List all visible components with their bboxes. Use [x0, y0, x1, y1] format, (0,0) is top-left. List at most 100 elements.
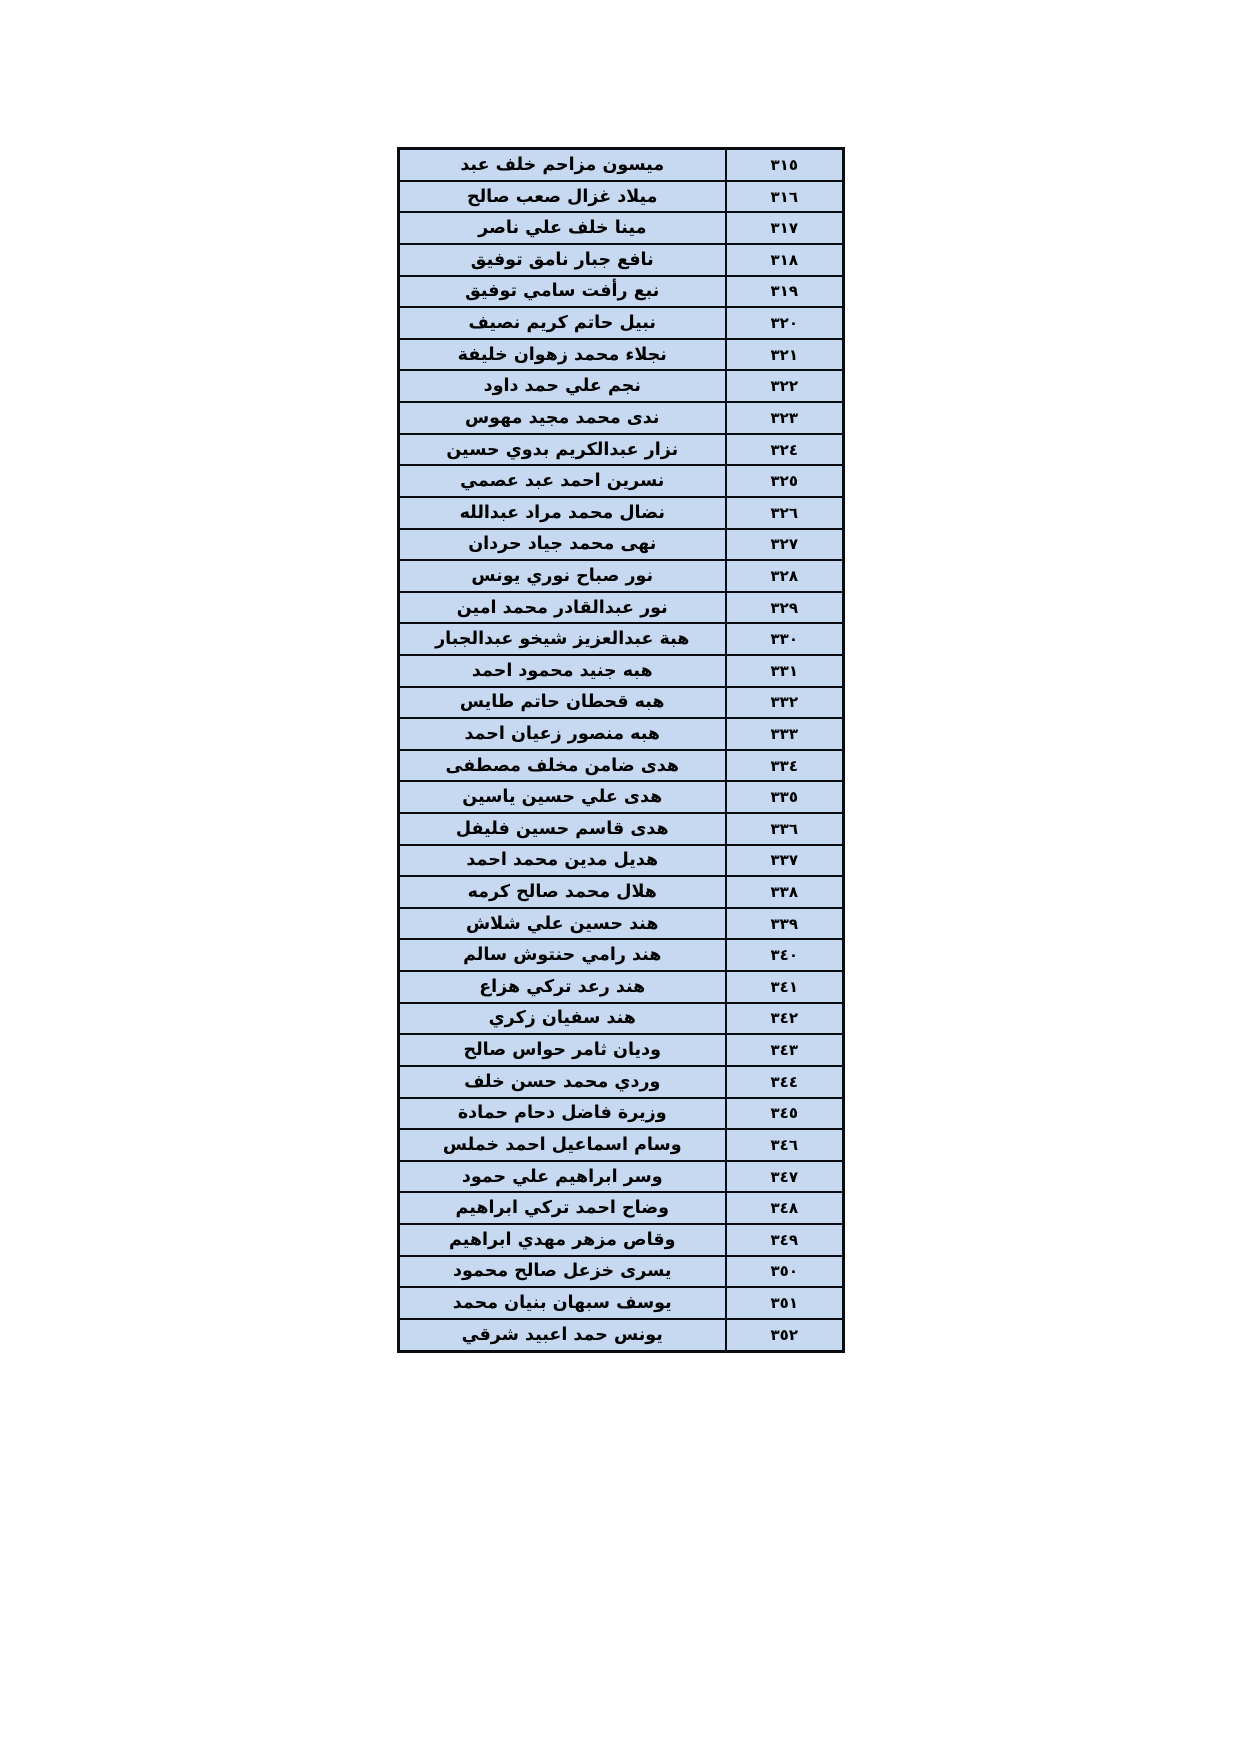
name-cell: وردي محمد حسن خلف	[397, 1064, 727, 1099]
table-row: ٣٢٨ نور صباح نوري يونس	[397, 559, 845, 593]
number-cell: ٣٢٨	[724, 559, 845, 593]
table-row: ٣٤٠ هند رامي حنتوش سالم	[397, 938, 845, 973]
number-cell: ٣٤٢	[724, 1001, 845, 1036]
table-row: ٣٥١ يوسف سبهان بنيان محمد	[397, 1286, 845, 1320]
name-cell: مينا خلف علي ناصر	[397, 211, 727, 246]
number-cell: ٣٣٧	[724, 843, 845, 878]
number-cell: ٣٤٧	[724, 1159, 845, 1194]
number-cell: ٣٤٨	[724, 1191, 845, 1225]
table-row: ٣٢٢ نجم علي حمد داود	[397, 369, 845, 404]
number-cell: ٣٣٦	[724, 812, 845, 846]
number-cell: ٣٢٤	[724, 432, 845, 467]
table-row: ٣٤٩ وقاص مزهر مهدي ابراهيم	[397, 1222, 845, 1257]
table-row: ٣٢٤ نزار عبدالكريم بدوي حسين	[397, 432, 845, 467]
number-cell: ٣٥١	[724, 1286, 845, 1320]
table-row: ٣٤٢ هند سفيان زكري	[397, 1001, 845, 1036]
table-row: ٣١٦ ميلاد غزال صعب صالح	[397, 179, 845, 214]
name-cell: نور صباح نوري يونس	[397, 559, 727, 593]
number-cell: ٣١٧	[724, 211, 845, 246]
number-cell: ٣٣٩	[724, 906, 845, 941]
number-cell: ٣٣٣	[724, 717, 845, 751]
number-cell: ٣٤٤	[724, 1064, 845, 1099]
names-table-body: ٣١٥ ميسون مزاحم خلف عبد ٣١٦ ميلاد غزال ص…	[397, 147, 845, 1353]
number-cell: ٣٢٢	[724, 369, 845, 404]
table-row: ٣٣٧ هديل مدين محمد احمد	[397, 843, 845, 878]
name-cell: يوسف سبهان بنيان محمد	[397, 1286, 727, 1320]
table-row: ٣٣١ هبه جنيد محمود احمد	[397, 653, 845, 688]
table-row: ٣٣٨ هلال محمد صالح كرمه	[397, 875, 845, 909]
name-cell: هبة عبدالعزيز شيخو عبدالجبار	[397, 622, 727, 656]
name-cell: هبه جنيد محمود احمد	[397, 653, 727, 688]
number-cell: ٣٥٢	[724, 1317, 845, 1353]
number-cell: ٣٥٠	[724, 1254, 845, 1289]
table-row: ٣١٧ مينا خلف علي ناصر	[397, 211, 845, 246]
name-cell: نبيل حاتم كريم نصيف	[397, 306, 727, 340]
table-row: ٣٣٦ هدى قاسم حسين فليفل	[397, 812, 845, 846]
name-cell: نسرين احمد عبد عصمي	[397, 464, 727, 498]
name-cell: نجم علي حمد داود	[397, 369, 727, 404]
name-cell: هند رامي حنتوش سالم	[397, 938, 727, 973]
name-cell: وضاح احمد تركي ابراهيم	[397, 1191, 727, 1225]
name-cell: نبع رأفت سامي توفيق	[397, 274, 727, 309]
name-cell: نضال محمد مراد عبدالله	[397, 495, 727, 530]
number-cell: ٣٣٢	[724, 685, 845, 720]
number-cell: ٣١٨	[724, 243, 845, 277]
number-cell: ٣٢٥	[724, 464, 845, 498]
name-cell: ميسون مزاحم خلف عبد	[397, 147, 727, 182]
table-row: ٣٥٠ يسرى خزعل صالح محمود	[397, 1254, 845, 1289]
number-cell: ٣٣١	[724, 653, 845, 688]
number-cell: ٣٤٣	[724, 1033, 845, 1067]
table-row: ٣١٨ نافع جبار نامق توفيق	[397, 243, 845, 277]
table-row: ٣٢٣ ندى محمد مجيد مهوس	[397, 401, 845, 435]
table-row: ٣٤٦ وسام اسماعيل احمد خملس	[397, 1128, 845, 1162]
number-cell: ٣٢٠	[724, 306, 845, 340]
number-cell: ٣٢٩	[724, 590, 845, 625]
name-cell: هدى علي حسين ياسين	[397, 780, 727, 815]
table-row: ٣٢١ نجلاء محمد زهوان خليفة	[397, 337, 845, 372]
name-cell: نزار عبدالكريم بدوي حسين	[397, 432, 727, 467]
table-row: ٣٤٤ وردي محمد حسن خلف	[397, 1064, 845, 1099]
name-cell: نهى محمد جياد حردان	[397, 527, 727, 562]
table-row: ٣٤٨ وضاح احمد تركي ابراهيم	[397, 1191, 845, 1225]
name-cell: نافع جبار نامق توفيق	[397, 243, 727, 277]
name-cell: يسرى خزعل صالح محمود	[397, 1254, 727, 1289]
table-row: ٣٢٦ نضال محمد مراد عبدالله	[397, 495, 845, 530]
number-cell: ٣٢٣	[724, 401, 845, 435]
table-row: ٣٣٤ هدى ضامن مخلف مصطفى	[397, 748, 845, 783]
table-row: ٣٣٥ هدى علي حسين ياسين	[397, 780, 845, 815]
name-cell: هدى قاسم حسين فليفل	[397, 812, 727, 846]
number-cell: ٣٤٠	[724, 938, 845, 973]
table-row: ٣٣٩ هند حسين علي شلاش	[397, 906, 845, 941]
number-cell: ٣١٦	[724, 179, 845, 214]
table-row: ٣١٥ ميسون مزاحم خلف عبد	[397, 147, 845, 182]
number-cell: ٣٣٠	[724, 622, 845, 656]
number-cell: ٣٢١	[724, 337, 845, 372]
number-cell: ٣٢٦	[724, 495, 845, 530]
number-cell: ٣٤٦	[724, 1128, 845, 1162]
name-cell: هبه قحطان حاتم طايس	[397, 685, 727, 720]
number-cell: ٣٣٥	[724, 780, 845, 815]
table-row: ٣٣٣ هبه منصور زعيان احمد	[397, 717, 845, 751]
table-row: ٣٢٧ نهى محمد جياد حردان	[397, 527, 845, 562]
name-cell: نور عبدالقادر محمد امين	[397, 590, 727, 625]
name-cell: ندى محمد مجيد مهوس	[397, 401, 727, 435]
number-cell: ٣١٥	[724, 147, 845, 182]
table-row: ٣٥٢ يونس حمد اعبيد شرقي	[397, 1317, 845, 1353]
name-cell: يونس حمد اعبيد شرقي	[397, 1317, 727, 1353]
names-table: ٣١٥ ميسون مزاحم خلف عبد ٣١٦ ميلاد غزال ص…	[397, 147, 845, 1353]
name-cell: وسر ابراهيم علي حمود	[397, 1159, 727, 1194]
name-cell: وديان ثامر حواس صالح	[397, 1033, 727, 1067]
number-cell: ٣٤١	[724, 970, 845, 1004]
table-row: ٣٢٥ نسرين احمد عبد عصمي	[397, 464, 845, 498]
number-cell: ٣٣٨	[724, 875, 845, 909]
name-cell: وزيرة فاضل دحام حمادة	[397, 1096, 727, 1131]
table-row: ٣٤٣ وديان ثامر حواس صالح	[397, 1033, 845, 1067]
table-row: ٣٤٥ وزيرة فاضل دحام حمادة	[397, 1096, 845, 1131]
name-cell: هدى ضامن مخلف مصطفى	[397, 748, 727, 783]
number-cell: ٣٤٥	[724, 1096, 845, 1131]
table-row: ٣٤٧ وسر ابراهيم علي حمود	[397, 1159, 845, 1194]
name-cell: هند حسين علي شلاش	[397, 906, 727, 941]
table-row: ٣٢٠ نبيل حاتم كريم نصيف	[397, 306, 845, 340]
number-cell: ٣٤٩	[724, 1222, 845, 1257]
